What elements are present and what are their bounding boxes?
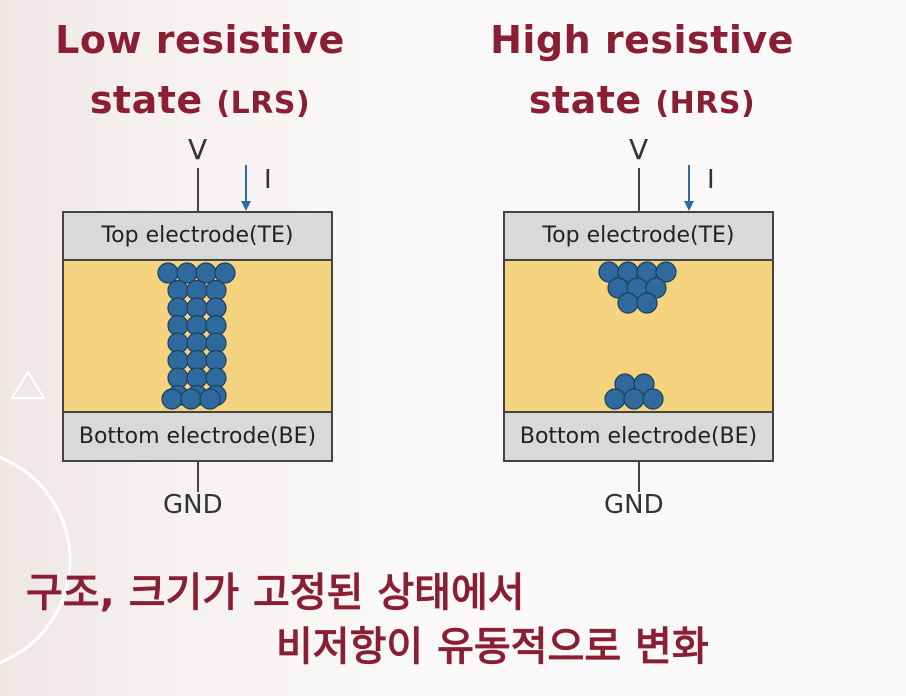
hrs-title-abbr: (HRS) [655,86,756,121]
lrs-title: Low resistive state (LRS) [20,10,380,134]
hrs-title-line1: High resistive [490,18,794,62]
hrs-atom [636,292,658,314]
hrs-atom [623,388,645,410]
hrs-voltage-label: V [629,133,649,166]
hrs-current-label: I [707,165,715,195]
hrs-atom [655,261,677,283]
lrs-title-line2: state (LRS) [20,70,380,134]
hrs-top-electrode: Top electrode(TE) [503,211,774,261]
hrs-bottom-wire [638,462,640,492]
lrs-title-state: state [89,78,203,122]
lrs-title-abbr: (LRS) [216,86,311,121]
hrs-title-state: state [528,78,642,122]
hrs-atom [642,388,664,410]
lrs-bottom-electrode: Bottom electrode(BE) [62,411,333,462]
lrs-bottom-wire [197,462,199,492]
hrs-bottom-electrode: Bottom electrode(BE) [503,411,774,462]
hrs-ground-label: GND [604,490,664,520]
lrs-atom [214,262,236,284]
caption-line1: 구조, 크기가 고정된 상태에서 [26,570,525,616]
hrs-title: High resistive state (HRS) [462,10,822,134]
lrs-title-line1: Low resistive [55,18,345,62]
lrs-atom [199,388,221,410]
hrs-top-wire [638,168,640,212]
lrs-current-label: I [264,165,272,195]
lrs-top-wire [197,168,199,212]
lrs-top-electrode: Top electrode(TE) [62,211,333,261]
hrs-atom [604,388,626,410]
caption-line2: 비저항이 유동적으로 변화 [276,624,709,670]
lrs-voltage-label: V [188,133,208,166]
hrs-title-line2: state (HRS) [462,70,822,134]
hrs-atom [617,292,639,314]
decorative-circle [0,455,72,665]
lrs-ground-label: GND [163,490,223,520]
decorative-triangle [10,370,46,399]
